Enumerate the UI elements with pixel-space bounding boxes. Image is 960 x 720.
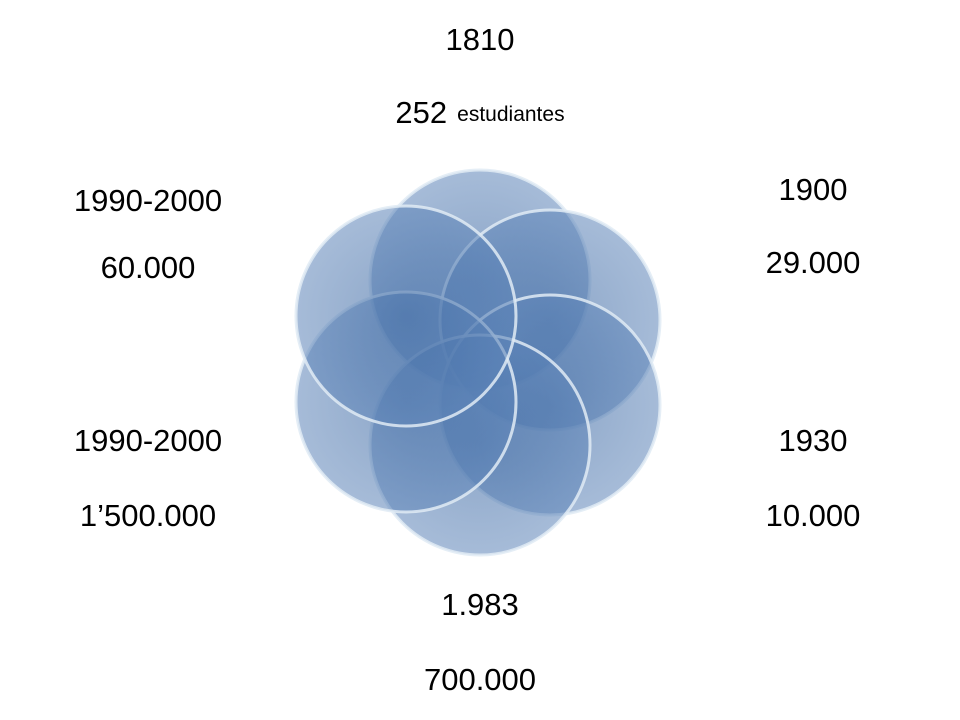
circle — [294, 204, 518, 428]
count-label: 1’500.000 — [80, 498, 216, 533]
year-label: 1930 — [779, 423, 848, 458]
count-label: 700.000 — [424, 662, 536, 697]
year-label: 1990-2000 — [74, 183, 222, 218]
circles — [294, 168, 662, 557]
count-label: 29.000 — [766, 245, 861, 280]
year-label: 1990-2000 — [74, 423, 222, 458]
count-label: 60.000 — [101, 250, 196, 285]
count: 252 — [395, 95, 447, 130]
count-label: 10.000 — [766, 498, 861, 533]
count-label: 252 estudiantes — [395, 95, 564, 130]
year-label: 1900 — [779, 172, 848, 207]
year-label: 1810 — [446, 22, 515, 57]
year-label: 1.983 — [441, 587, 519, 622]
unit: estudiantes — [457, 103, 564, 126]
